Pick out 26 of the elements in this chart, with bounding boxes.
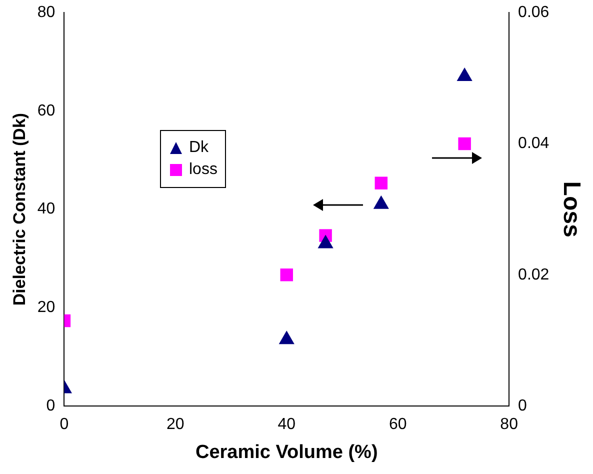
legend-label: loss	[189, 161, 218, 179]
x-tick-label: 80	[500, 416, 518, 434]
point	[458, 137, 471, 150]
point	[374, 176, 388, 190]
y2-tick-label: 0.06	[518, 4, 550, 22]
point	[456, 68, 472, 82]
point	[280, 268, 293, 282]
y-axis-title: Dielectric Constant (Dk)	[10, 112, 29, 306]
x-tick-label: 20	[166, 416, 184, 434]
point	[373, 195, 389, 209]
x-tick-label: 60	[388, 416, 407, 434]
x-tick-label: 0	[60, 416, 69, 434]
point	[278, 330, 294, 344]
legend-label: Dk	[189, 139, 209, 157]
y-tick-label: 20	[37, 299, 56, 316]
x-tick-label: 40	[278, 416, 296, 434]
y-tick-label: 60	[37, 102, 56, 120]
y2-tick-label: 0.02	[518, 266, 550, 284]
y-tick-label: 0	[46, 397, 56, 414]
y-tick-label: 80	[37, 4, 56, 22]
y2-tick-label: 0.04	[518, 135, 550, 152]
point	[318, 234, 334, 248]
y2-tick-label: 0	[518, 397, 528, 414]
y2-axis-title: Loss	[558, 181, 585, 238]
x-axis-title: Ceramic Volume (%)	[195, 442, 378, 463]
y-tick-label: 40	[37, 200, 56, 218]
